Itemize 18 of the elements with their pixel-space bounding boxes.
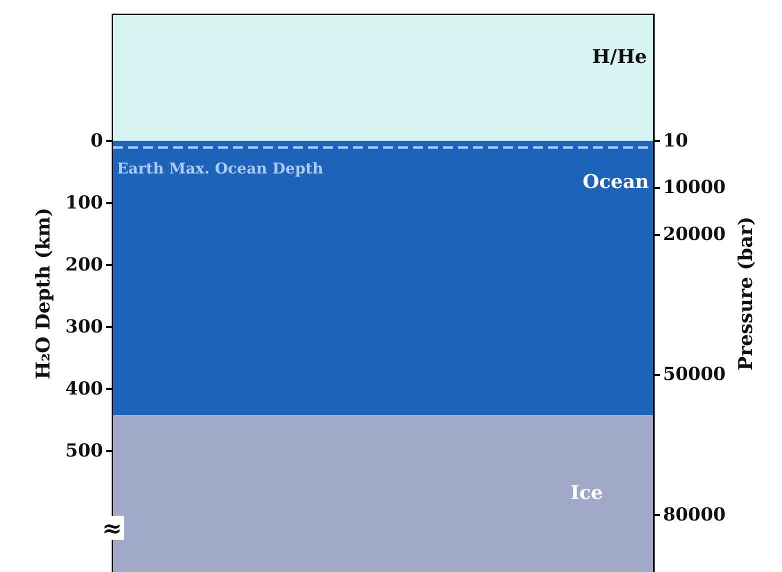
- y-axis-title: H₂O Depth (km): [32, 208, 54, 380]
- y2-axis-title: Pressure (bar): [735, 216, 758, 370]
- series-label: Ice: [570, 482, 603, 504]
- y-tick-label: 400: [65, 378, 103, 400]
- y2-tick-label: 80000: [663, 504, 726, 526]
- y2-tick-label: 10: [663, 130, 688, 152]
- y-tick-label: 100: [65, 192, 103, 214]
- series-label: Ocean: [582, 170, 650, 193]
- y-tick-label: 300: [65, 316, 103, 338]
- y-tick-label: 0: [90, 130, 103, 152]
- ref-line-label: Earth Max. Ocean Depth: [117, 160, 324, 178]
- y-tick-label: 200: [65, 254, 103, 276]
- y2-tick-label: 20000: [663, 224, 726, 245]
- y2-tick-label: 50000: [663, 364, 726, 386]
- annotation: ≈: [102, 513, 122, 542]
- y-tick-label: 500: [65, 440, 103, 462]
- series-label: H/He: [592, 46, 647, 68]
- y2-tick-label: 10000: [663, 177, 726, 198]
